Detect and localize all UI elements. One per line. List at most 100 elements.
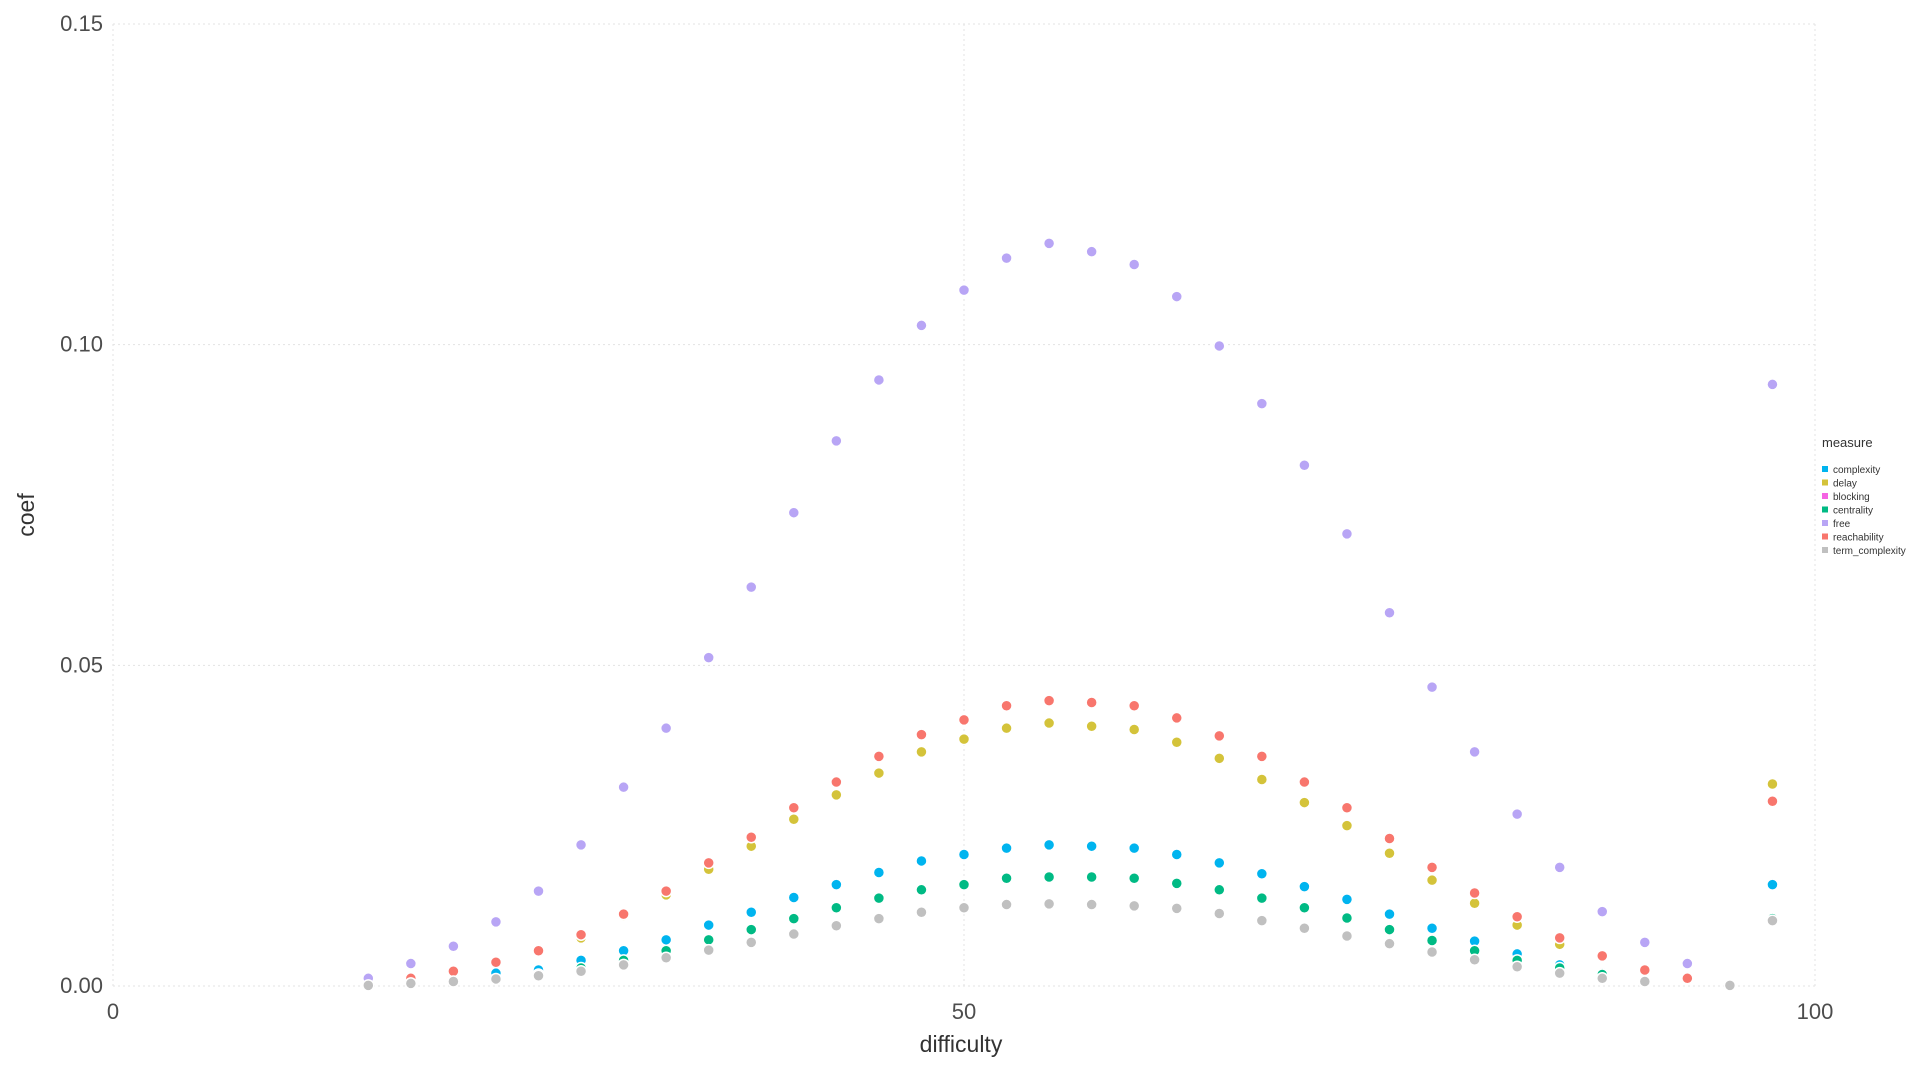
point-free — [1000, 251, 1013, 265]
point-delay — [830, 788, 843, 802]
point-delay — [1255, 773, 1269, 786]
point-reachability — [830, 775, 843, 789]
point-centrality — [915, 883, 928, 897]
point-delay — [872, 766, 886, 780]
point-reachability — [1298, 775, 1311, 789]
point-complexity — [787, 891, 801, 904]
point-complexity — [702, 918, 715, 932]
point-delay — [1766, 777, 1779, 791]
point-free — [532, 884, 545, 898]
point-free — [1468, 745, 1481, 759]
point-term_complexity — [702, 943, 715, 957]
point-reachability — [1553, 931, 1566, 945]
point-centrality — [1255, 891, 1269, 905]
x-tick-label: 50 — [952, 999, 976, 1024]
point-complexity — [830, 878, 843, 891]
point-free — [1425, 680, 1439, 694]
legend-label-complexity: complexity — [1833, 465, 1880, 476]
point-centrality — [745, 923, 758, 936]
point-complexity — [915, 854, 928, 868]
point-free — [1553, 861, 1566, 874]
point-reachability — [489, 956, 503, 969]
point-reachability — [617, 907, 630, 921]
legend-label-term_complexity: term_complexity — [1833, 546, 1906, 557]
point-free — [1681, 957, 1694, 970]
y-axis-title: coef — [13, 493, 39, 537]
point-reachability — [1681, 972, 1694, 985]
point-centrality — [1000, 872, 1013, 885]
point-centrality — [1298, 901, 1311, 915]
point-free — [745, 580, 758, 594]
point-reachability — [1596, 949, 1609, 963]
legend-key-reachability — [1822, 533, 1828, 540]
point-complexity — [1383, 907, 1396, 921]
point-term_complexity — [1510, 960, 1524, 974]
legend-label-free: free — [1833, 519, 1851, 530]
point-centrality — [872, 891, 886, 905]
point-reachability — [1042, 694, 1056, 707]
grid — [112, 23, 1816, 987]
point-term_complexity — [1170, 902, 1183, 915]
point-free — [702, 651, 715, 664]
point-delay — [1340, 819, 1354, 832]
point-reachability — [1170, 711, 1183, 725]
point-term_complexity — [1596, 972, 1609, 985]
point-complexity — [872, 866, 886, 879]
point-delay — [1298, 796, 1311, 809]
point-free — [1042, 237, 1056, 250]
x-tick-label: 0 — [107, 999, 119, 1024]
point-free — [1255, 397, 1269, 410]
y-tick-label: 0.00 — [60, 973, 103, 998]
legend-key-blocking — [1822, 493, 1828, 499]
point-term_complexity — [957, 901, 971, 915]
point-free — [1213, 339, 1226, 353]
y-tick-label: 0.15 — [60, 11, 103, 36]
legend-label-blocking: blocking — [1833, 492, 1870, 503]
legend-key-delay — [1822, 479, 1828, 486]
point-delay — [1425, 873, 1439, 887]
point-term_complexity — [1425, 945, 1439, 959]
data-points — [362, 237, 1779, 992]
legend-title: measure — [1822, 435, 1873, 450]
point-free — [447, 939, 460, 953]
point-free — [574, 838, 588, 852]
point-term_complexity — [1000, 898, 1013, 911]
point-term_complexity — [574, 964, 588, 978]
point-reachability — [1340, 801, 1354, 814]
point-centrality — [957, 878, 971, 891]
point-term_complexity — [1042, 897, 1056, 911]
point-term_complexity — [1085, 898, 1098, 911]
axes: 0.00 0.05 0.10 0.15 0 50 100 — [60, 11, 1833, 1024]
point-delay — [1468, 897, 1481, 910]
point-term_complexity — [404, 977, 418, 990]
point-centrality — [702, 933, 715, 947]
point-delay — [1383, 846, 1396, 860]
point-free — [617, 780, 630, 794]
point-reachability — [574, 928, 588, 941]
point-complexity — [1000, 841, 1013, 855]
point-reachability — [659, 884, 673, 898]
point-term_complexity — [489, 972, 503, 986]
point-complexity — [1255, 867, 1269, 881]
point-complexity — [1127, 841, 1141, 855]
point-reachability — [1638, 963, 1652, 977]
point-complexity — [1085, 839, 1098, 853]
point-term_complexity — [1383, 937, 1396, 950]
point-complexity — [957, 848, 971, 861]
point-free — [915, 319, 928, 332]
point-centrality — [1425, 934, 1439, 947]
point-reachability — [745, 830, 758, 844]
y-tick-label: 0.10 — [60, 332, 103, 357]
point-reachability — [1510, 910, 1524, 923]
y-tick-label: 0.05 — [60, 652, 103, 677]
point-term_complexity — [1255, 914, 1269, 927]
point-reachability — [957, 713, 971, 727]
point-term_complexity — [830, 919, 843, 932]
point-free — [1085, 245, 1098, 258]
point-delay — [1213, 752, 1226, 765]
point-reachability — [1383, 832, 1396, 845]
point-free — [659, 721, 673, 735]
point-term_complexity — [1638, 975, 1652, 988]
point-delay — [1000, 721, 1013, 735]
